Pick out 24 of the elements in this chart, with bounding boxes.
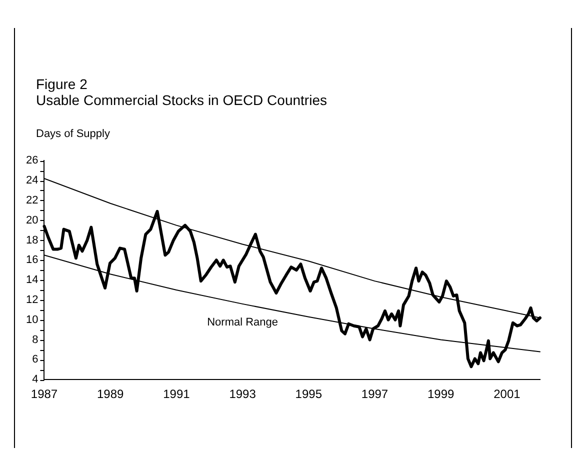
chart-title: Figure 2 (36, 76, 88, 92)
y-tick-label: 8 (32, 334, 38, 346)
x-tick-label: 2001 (494, 387, 521, 402)
y-tick-label: 6 (32, 354, 38, 366)
y-tick-label: 10 (26, 314, 38, 326)
chart-subtitle: Usable Commercial Stocks in OECD Countries (36, 92, 327, 108)
y-tick-label: 16 (26, 254, 38, 266)
y-tick-label: 26 (26, 154, 38, 167)
y-tick-label: 24 (26, 174, 38, 187)
x-tick-label: 1993 (229, 387, 256, 402)
annotation: Normal Range (207, 316, 278, 329)
x-tick-label: 1995 (295, 387, 322, 402)
x-tick-label: 1987 (30, 387, 58, 402)
x-tick-label: 1989 (96, 387, 124, 402)
y-tick-label: 22 (26, 194, 38, 206)
x-tick-label: 1999 (427, 387, 455, 402)
x-tick-label: 1991 (163, 387, 190, 402)
y-tick-label: 4 (32, 374, 38, 386)
y-tick-label: 18 (26, 234, 38, 246)
x-tick-label: 1997 (361, 387, 388, 402)
y-tick-label: 12 (26, 294, 38, 306)
y-axis-title: Days of Supply (36, 128, 110, 140)
y-tick-label: 14 (26, 274, 38, 286)
y-tick-label: 20 (26, 214, 38, 226)
